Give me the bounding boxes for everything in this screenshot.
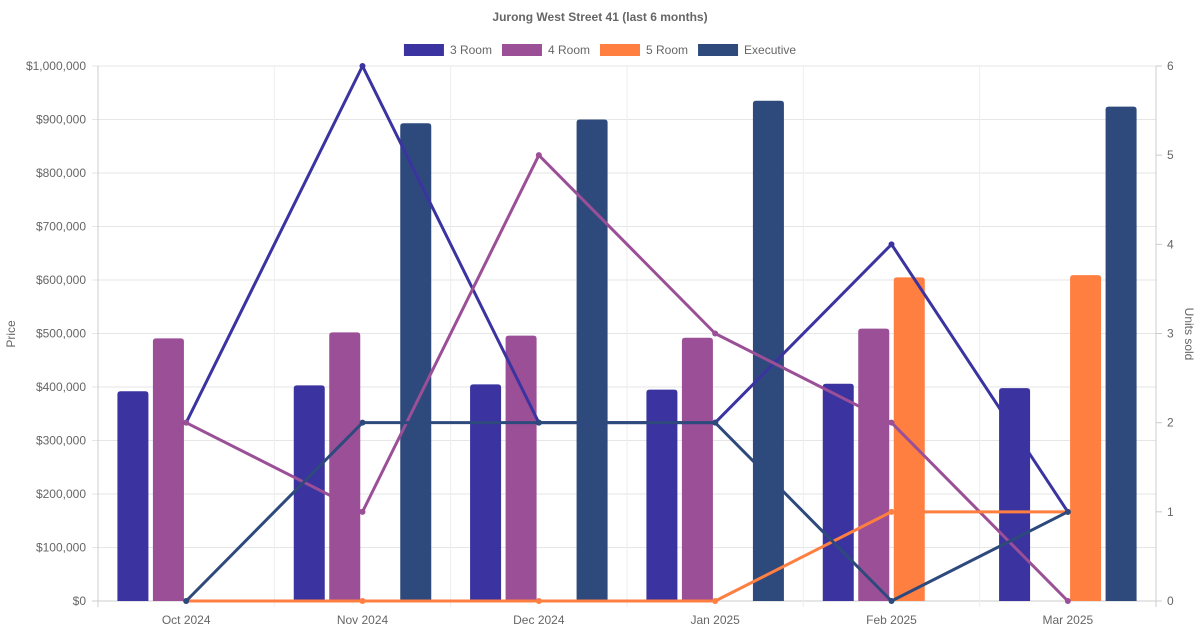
bar-executive-dec-2024[interactable] [576, 119, 608, 602]
bar-3-room-mar-2025[interactable] [999, 388, 1031, 601]
legend-swatch-3-room [403, 44, 444, 56]
point-executive-dec-2024[interactable] [535, 419, 542, 426]
y2-tick-label: 2 [1167, 416, 1174, 430]
point-executive-mar-2025[interactable] [1064, 508, 1071, 515]
point-executive-nov-2024[interactable] [359, 419, 366, 426]
point-5-room-dec-2024[interactable] [535, 598, 542, 604]
chart-title: Jurong West Street 41 (last 6 months) [492, 10, 707, 24]
point-4-room-jan-2025[interactable] [712, 330, 719, 337]
y2-tick-label: 1 [1167, 505, 1174, 519]
point-executive-feb-2025[interactable] [888, 598, 895, 604]
point-5-room-nov-2024[interactable] [359, 598, 366, 604]
bar-4-room-dec-2024[interactable] [505, 335, 537, 601]
bar-3-room-oct-2024[interactable] [117, 391, 149, 601]
bar-3-room-jan-2025[interactable] [646, 389, 678, 601]
legend-label-5-room: 5 Room [646, 43, 688, 57]
y-tick-label: $300,000 [36, 434, 86, 448]
line-executive[interactable] [185, 421, 1069, 603]
legend[interactable]: 3 Room 4 Room 5 Room Executive [403, 43, 796, 57]
y-tick-label: $700,000 [36, 220, 86, 234]
bar-5-room-mar-2025[interactable] [1070, 275, 1102, 601]
y2-axis-title: Units sold [1182, 308, 1196, 361]
bar-4-room-oct-2024[interactable] [152, 338, 184, 601]
point-executive-oct-2024[interactable] [183, 598, 190, 604]
y-axis-title: Price [4, 320, 18, 348]
line-4-room[interactable] [185, 153, 1069, 603]
legend-swatch-4-room [501, 44, 542, 56]
legend-label-4-room: 4 Room [548, 43, 590, 57]
legend-label-3-room: 3 Room [450, 43, 492, 57]
bar-executive-nov-2024[interactable] [400, 123, 432, 602]
y2-tick-label: 0 [1167, 594, 1174, 608]
x-tick-label: Jan 2025 [690, 613, 740, 627]
x-tick-label: Feb 2025 [866, 613, 917, 627]
y-tick-label: $100,000 [36, 541, 86, 555]
bar-3-room-nov-2024[interactable] [293, 385, 325, 601]
x-tick-label: Nov 2024 [337, 613, 389, 627]
point-4-room-dec-2024[interactable] [535, 152, 542, 159]
y-tick-label: $200,000 [36, 487, 86, 501]
bar-4-room-jan-2025[interactable] [681, 337, 713, 601]
y-tick-label: $400,000 [36, 380, 86, 394]
y-tick-label: $600,000 [36, 273, 86, 287]
units-lines [183, 63, 1071, 604]
point-4-room-feb-2025[interactable] [888, 419, 895, 426]
legend-item-executive[interactable]: Executive [698, 43, 796, 57]
bar-executive-jan-2025[interactable] [752, 100, 784, 602]
legend-item-3-room[interactable]: 3 Room [403, 43, 492, 57]
y2-tick-label: 5 [1167, 148, 1174, 162]
y-tick-label: $0 [73, 594, 87, 608]
legend-swatch-5-room [600, 44, 640, 56]
y-tick-label: $800,000 [36, 166, 86, 180]
x-tick-label: Oct 2024 [162, 613, 211, 627]
x-tick-label: Mar 2025 [1042, 613, 1093, 627]
y-tick-label: $1,000,000 [26, 59, 86, 73]
bar-3-room-dec-2024[interactable] [470, 384, 502, 601]
y2-tick-label: 3 [1167, 327, 1174, 341]
bar-3-room-feb-2025[interactable] [822, 383, 854, 601]
gridlines [92, 65, 1157, 607]
point-3-room-nov-2024[interactable] [359, 63, 366, 69]
point-3-room-feb-2025[interactable] [888, 241, 895, 248]
line-5-room[interactable] [186, 510, 1068, 603]
legend-item-4-room[interactable]: 4 Room [501, 43, 590, 57]
y-tick-label: $500,000 [36, 327, 86, 341]
bar-4-room-feb-2025[interactable] [858, 328, 890, 601]
legend-swatch-executive [698, 44, 739, 56]
point-4-room-mar-2025[interactable] [1064, 598, 1071, 604]
price-bars [117, 100, 1137, 602]
x-tick-label: Dec 2024 [513, 613, 565, 627]
point-5-room-jan-2025[interactable] [712, 598, 719, 604]
point-4-room-oct-2024[interactable] [183, 419, 190, 426]
legend-label-executive: Executive [744, 43, 796, 57]
y2-tick-label: 6 [1167, 59, 1174, 73]
axes: $0 $100,000 $200,000 $300,000 $400,000 $500,0… [26, 59, 1174, 627]
y-tick-label: $900,000 [36, 113, 86, 127]
point-4-room-nov-2024[interactable] [359, 508, 366, 515]
point-executive-jan-2025[interactable] [712, 419, 719, 426]
bar-executive-mar-2025[interactable] [1105, 106, 1137, 601]
legend-item-5-room[interactable]: 5 Room [600, 43, 688, 57]
point-5-room-feb-2025[interactable] [888, 508, 895, 515]
bar-4-room-nov-2024[interactable] [329, 332, 361, 601]
y2-tick-label: 4 [1167, 237, 1174, 251]
